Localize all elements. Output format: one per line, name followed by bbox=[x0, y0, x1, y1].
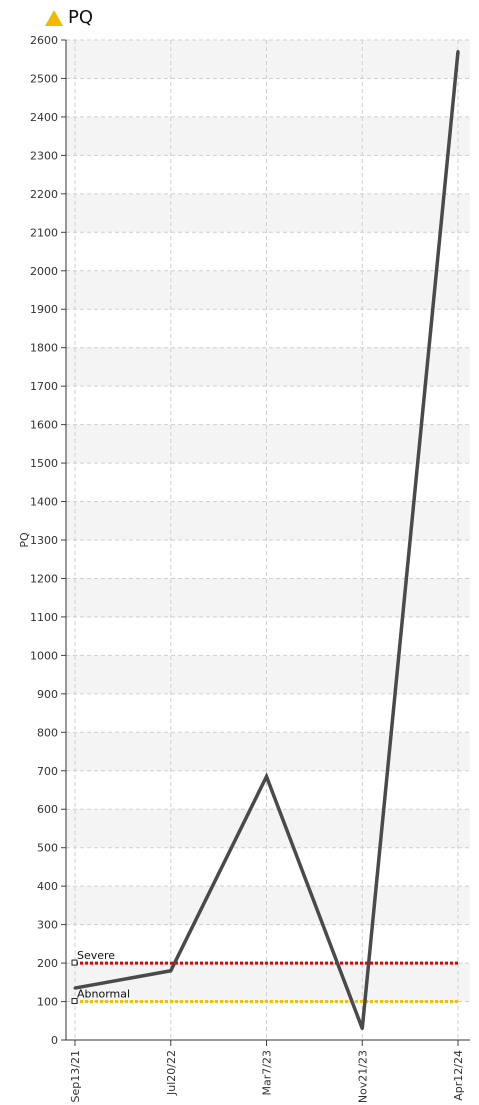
y-tick-label: 1500 bbox=[30, 457, 58, 470]
data-point bbox=[360, 1026, 364, 1030]
y-tick-label: 2500 bbox=[30, 72, 58, 85]
chart-title-area: PQ bbox=[44, 6, 93, 30]
reference-label-abnormal: Abnormal bbox=[77, 988, 130, 1001]
y-tick-label: 2400 bbox=[30, 111, 58, 124]
data-point bbox=[265, 775, 268, 779]
grid-band bbox=[66, 809, 470, 848]
x-tick-label: Apr12/24 bbox=[452, 1050, 465, 1101]
grid-band bbox=[66, 40, 470, 79]
y-tick-label: 900 bbox=[37, 688, 58, 701]
y-tick-label: 1700 bbox=[30, 380, 58, 393]
y-tick-label: 1000 bbox=[30, 649, 58, 662]
y-tick-label: 800 bbox=[37, 726, 58, 739]
y-tick-label: 200 bbox=[37, 957, 58, 970]
y-tick-label: 100 bbox=[37, 996, 58, 1009]
y-tick-label: 2300 bbox=[30, 149, 58, 162]
y-tick-label: 1400 bbox=[30, 496, 58, 509]
y-tick-label: 2200 bbox=[30, 188, 58, 201]
y-tick-label: 2100 bbox=[30, 226, 58, 239]
y-tick-label: 0 bbox=[51, 1034, 58, 1047]
reference-marker-abnormal bbox=[71, 998, 78, 1005]
x-tick-label: Jul20/22 bbox=[165, 1050, 178, 1096]
grid-band bbox=[66, 655, 470, 694]
y-tick-label: 500 bbox=[37, 842, 58, 855]
x-tick-label: Nov21/23 bbox=[356, 1050, 369, 1103]
y-tick-label: 400 bbox=[37, 880, 58, 893]
reference-marker-severe bbox=[71, 959, 78, 966]
grid-band bbox=[66, 578, 470, 617]
y-tick-label: 300 bbox=[37, 919, 58, 932]
grid-band bbox=[66, 347, 470, 387]
data-point bbox=[456, 50, 460, 54]
y-tick-label: 1200 bbox=[30, 572, 58, 585]
x-tick-label: Mar7/23 bbox=[261, 1050, 274, 1095]
y-tick-label: 1800 bbox=[30, 342, 58, 355]
y-tick-label: 1100 bbox=[30, 611, 58, 624]
grid-band bbox=[66, 501, 470, 540]
grid-band bbox=[66, 193, 470, 233]
data-point bbox=[169, 969, 173, 973]
y-tick-label: 1900 bbox=[30, 303, 58, 316]
data-point bbox=[73, 986, 77, 990]
chart-title: PQ bbox=[68, 7, 94, 28]
y-tick-label: 700 bbox=[37, 765, 58, 778]
grid-band bbox=[66, 116, 470, 156]
y-tick-label: 2600 bbox=[30, 34, 58, 47]
grid-band bbox=[66, 270, 470, 310]
y-axis-label: PQ bbox=[18, 532, 31, 548]
y-tick-label: 2000 bbox=[30, 265, 58, 278]
y-tick-label: 600 bbox=[37, 803, 58, 816]
y-tick-label: 1300 bbox=[30, 534, 58, 547]
y-tick-label: 1600 bbox=[30, 419, 58, 432]
grid-band bbox=[66, 886, 470, 925]
x-tick-label: Sep13/21 bbox=[69, 1050, 82, 1102]
grid-band bbox=[66, 424, 470, 464]
warning-icon bbox=[45, 10, 63, 26]
grid-band bbox=[66, 963, 470, 1002]
reference-label-severe: Severe bbox=[77, 949, 115, 962]
grid-band bbox=[66, 732, 470, 771]
